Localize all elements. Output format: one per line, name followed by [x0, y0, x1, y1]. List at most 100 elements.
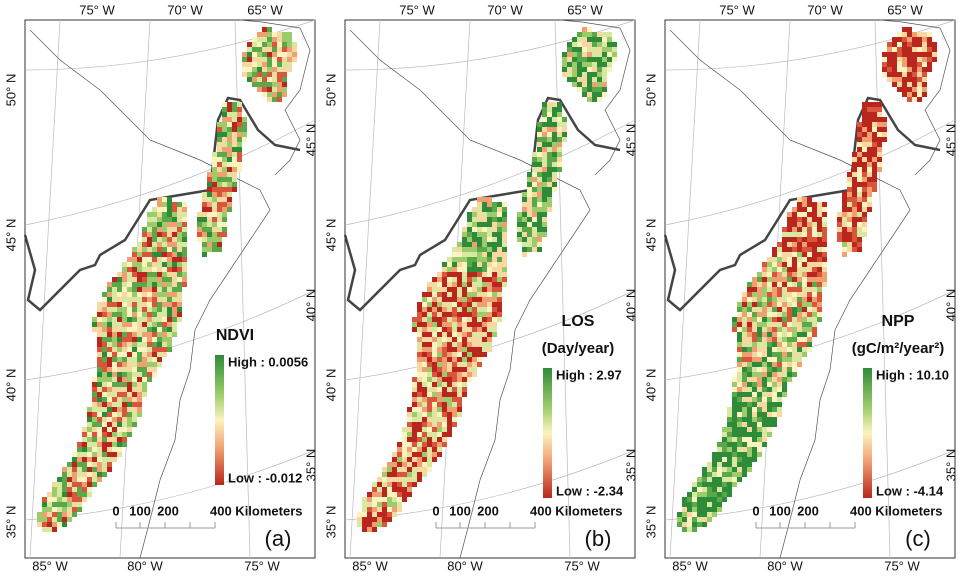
pixel: [782, 267, 787, 272]
pixel: [782, 342, 787, 347]
pixel: [762, 282, 767, 287]
pixel: [847, 197, 852, 202]
pixel: [752, 377, 757, 382]
pixel: [162, 342, 167, 347]
pixel: [252, 72, 257, 77]
pixel: [397, 487, 402, 492]
pixel: [242, 52, 247, 57]
pixel: [517, 237, 522, 242]
pixel: [802, 237, 807, 242]
pixel: [172, 257, 177, 262]
pixel: [757, 412, 762, 417]
pixel: [487, 312, 492, 317]
pixel: [197, 227, 202, 232]
pixel: [217, 157, 222, 162]
pixel: [802, 347, 807, 352]
pixel: [57, 482, 62, 487]
pixel: [477, 357, 482, 362]
pixel: [697, 487, 702, 492]
pixel: [127, 392, 132, 397]
pixel: [227, 177, 232, 182]
pixel: [137, 312, 142, 317]
pixel: [752, 337, 757, 342]
pixel: [552, 132, 557, 137]
pixel: [457, 297, 462, 302]
pixel: [732, 452, 737, 457]
pixel: [712, 477, 717, 482]
pixel: [747, 292, 752, 297]
pixel: [582, 37, 587, 42]
pixel: [172, 207, 177, 212]
pixel: [407, 417, 412, 422]
pixel: [387, 507, 392, 512]
pixel: [922, 37, 927, 42]
pixel: [732, 477, 737, 482]
pixel: [812, 207, 817, 212]
pixel: [797, 222, 802, 227]
pixel: [812, 297, 817, 302]
pixel: [432, 362, 437, 367]
pixel: [732, 482, 737, 487]
pixel: [492, 227, 497, 232]
pixel: [772, 347, 777, 352]
pixel: [257, 57, 262, 62]
pixel: [277, 72, 282, 77]
pixel: [702, 487, 707, 492]
pixel: [67, 482, 72, 487]
pixel: [457, 337, 462, 342]
pixel: [837, 222, 842, 227]
pixel: [737, 397, 742, 402]
pixel: [382, 522, 387, 527]
pixel: [257, 62, 262, 67]
pixel: [97, 392, 102, 397]
pixel: [117, 422, 122, 427]
pixel: [857, 237, 862, 242]
pixel: [107, 417, 112, 422]
pixel: [597, 72, 602, 77]
pixel: [602, 52, 607, 57]
pixel: [747, 342, 752, 347]
pixel: [412, 462, 417, 467]
pixel: [437, 277, 442, 282]
pixel: [532, 177, 537, 182]
pixel: [882, 127, 887, 132]
pixel: [422, 392, 427, 397]
pixel: [527, 217, 532, 222]
pixel: [737, 307, 742, 312]
pixel: [912, 72, 917, 77]
pixel: [837, 217, 842, 222]
pixel: [517, 227, 522, 232]
pixel: [167, 282, 172, 287]
pixel: [62, 487, 67, 492]
pixel: [777, 292, 782, 297]
pixel: [457, 247, 462, 252]
pixel: [757, 442, 762, 447]
pixel: [437, 337, 442, 342]
pixel: [782, 302, 787, 307]
pixel: [157, 327, 162, 332]
pixel: [162, 247, 167, 252]
pixel: [412, 427, 417, 432]
pixel: [782, 367, 787, 372]
pixel: [762, 437, 767, 442]
pixel: [72, 487, 77, 492]
pixel: [852, 162, 857, 167]
pixel: [762, 302, 767, 307]
pixel: [147, 297, 152, 302]
pixel: [812, 202, 817, 207]
pixel: [162, 337, 167, 342]
pixel: [497, 227, 502, 232]
pixel: [837, 237, 842, 242]
pixel: [452, 262, 457, 267]
pixel: [277, 97, 282, 102]
pixel: [467, 237, 472, 242]
pixel: [117, 417, 122, 422]
pixel: [177, 267, 182, 272]
pixel: [442, 327, 447, 332]
pixel: [877, 152, 882, 157]
pixel: [47, 512, 52, 517]
pixel: [142, 392, 147, 397]
pixel: [427, 317, 432, 322]
pixel: [267, 47, 272, 52]
pixel: [922, 42, 927, 47]
